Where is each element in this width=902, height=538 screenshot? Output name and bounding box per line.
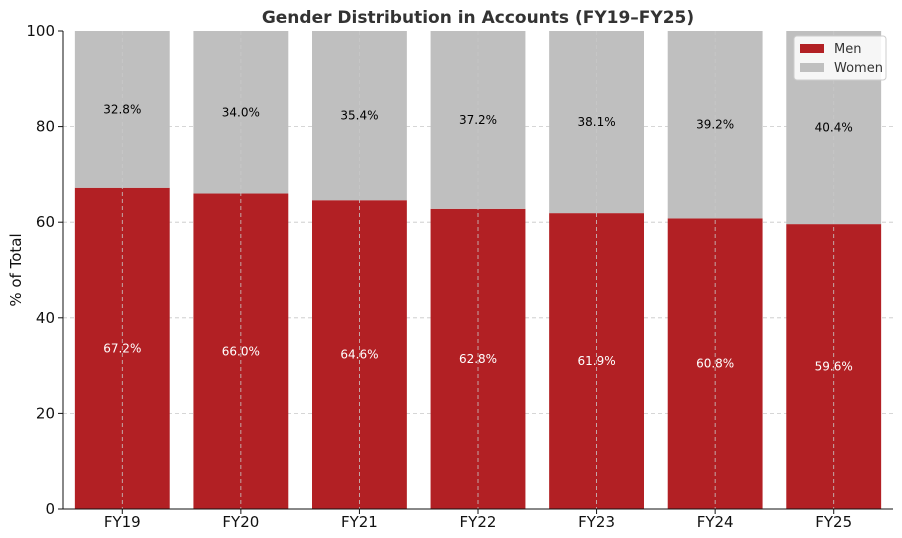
data-label-men-fy22: 62.8%	[459, 352, 497, 366]
legend-label-women: Women	[834, 61, 883, 76]
data-label-women-fy20: 34.0%	[222, 105, 260, 119]
y-tick-label: 0	[45, 500, 55, 518]
y-tick-label: 40	[36, 309, 55, 327]
bars-layer	[74, 31, 882, 510]
x-tick-label: FY19	[104, 513, 141, 531]
y-tick-label: 80	[36, 118, 55, 136]
data-label-men-fy24: 60.8%	[696, 357, 734, 371]
data-label-women-fy22: 37.2%	[459, 113, 497, 127]
data-labels-layer: 67.2% 32.8% 66.0% 34.0% 64.6% 35.4% 62.8% 37.2%…	[103, 102, 853, 373]
axes-layer: FY19 FY20 FY21 FY22 FY23 FY24 FY25 0 20 40 60 80 100	[26, 22, 893, 531]
legend: Men Women	[793, 35, 887, 81]
y-tick-label: 20	[36, 404, 55, 422]
legend-swatch-women	[800, 63, 824, 72]
y-axis-label: % of Total	[7, 233, 25, 306]
legend-swatch-men	[800, 44, 824, 53]
chart-title: Gender Distribution in Accounts (FY19–FY…	[262, 8, 694, 28]
data-label-women-fy25: 40.4%	[815, 121, 853, 135]
data-label-men-fy20: 66.0%	[222, 344, 260, 358]
x-tick-label: FY20	[222, 513, 259, 531]
y-tick-label: 100	[26, 22, 55, 40]
bar-men-fy20	[193, 193, 289, 509]
data-label-men-fy25: 59.6%	[815, 360, 853, 374]
data-label-women-fy19: 32.8%	[103, 102, 141, 116]
legend-label-men: Men	[834, 42, 861, 57]
x-tick-label: FY22	[460, 513, 497, 531]
data-label-men-fy19: 67.2%	[103, 341, 141, 355]
x-tick-label: FY21	[341, 513, 378, 531]
data-label-women-fy23: 38.1%	[578, 115, 616, 129]
data-label-men-fy23: 61.9%	[578, 354, 616, 368]
y-tick-label: 60	[36, 213, 55, 231]
x-tick-label: FY24	[697, 513, 734, 531]
data-label-men-fy21: 64.6%	[340, 348, 378, 362]
x-tick-label: FY23	[578, 513, 615, 531]
x-tick-label: FY25	[815, 513, 852, 531]
data-label-women-fy21: 35.4%	[340, 109, 378, 123]
data-label-women-fy24: 39.2%	[696, 118, 734, 132]
vertical-grid-layer	[121, 31, 835, 509]
